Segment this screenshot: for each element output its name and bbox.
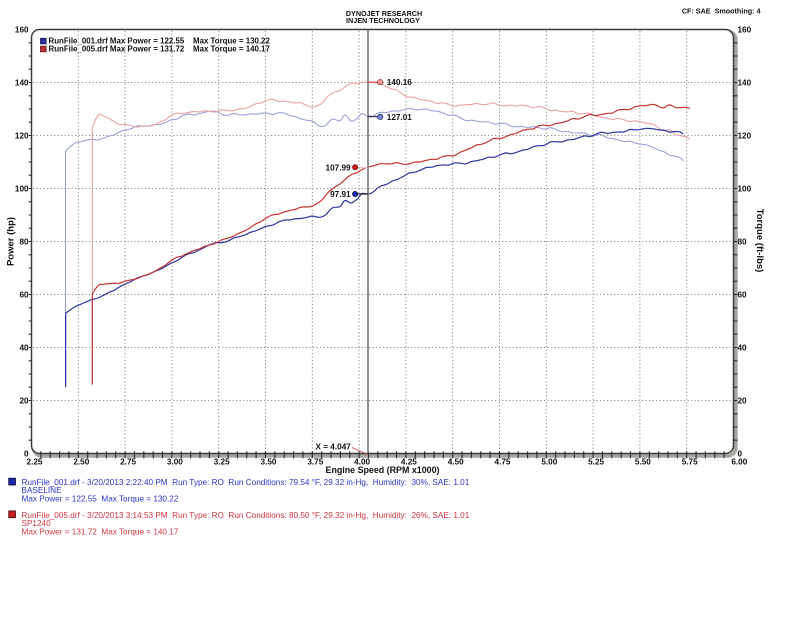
svg-text:140.16: 140.16 — [387, 78, 412, 87]
svg-text:4.00: 4.00 — [354, 458, 370, 467]
svg-text:SP1240: SP1240 — [22, 519, 52, 528]
svg-text:INJEN TECHNOLOGY: INJEN TECHNOLOGY — [346, 16, 420, 25]
svg-text:100: 100 — [738, 184, 752, 193]
svg-text:97.91: 97.91 — [330, 190, 351, 199]
svg-text:20: 20 — [738, 396, 748, 405]
svg-text:3.25: 3.25 — [214, 458, 230, 467]
svg-text:5.75: 5.75 — [682, 458, 698, 467]
svg-text:20: 20 — [19, 396, 29, 405]
svg-text:Torque (ft-lbs): Torque (ft-lbs) — [754, 209, 765, 273]
svg-text:0: 0 — [24, 449, 29, 458]
svg-text:40: 40 — [19, 343, 29, 352]
svg-text:40: 40 — [738, 343, 748, 352]
svg-text:3.00: 3.00 — [167, 458, 183, 467]
svg-text:5.50: 5.50 — [635, 458, 651, 467]
svg-text:6.00: 6.00 — [731, 458, 747, 467]
svg-text:CF: SAE Smoothing: 4: CF: SAE Smoothing: 4 — [682, 6, 761, 15]
svg-text:160: 160 — [15, 25, 29, 34]
svg-text:Max Power = 122.55 Max Torque: Max Power = 122.55 Max Torque = 130.22 — [22, 495, 179, 504]
svg-text:120: 120 — [15, 131, 29, 140]
svg-text:80: 80 — [738, 237, 748, 246]
svg-text:80: 80 — [19, 237, 29, 246]
svg-text:Power (hp): Power (hp) — [6, 217, 17, 266]
svg-text:4.50: 4.50 — [448, 458, 464, 467]
svg-text:2.75: 2.75 — [120, 458, 136, 467]
svg-text:4.75: 4.75 — [495, 458, 511, 467]
svg-text:2.50: 2.50 — [73, 458, 89, 467]
svg-text:RunFile_001.drf Max Power = 12: RunFile_001.drf Max Power = 122.55 Max T… — [49, 37, 271, 46]
svg-text:0: 0 — [738, 449, 743, 458]
svg-text:5.25: 5.25 — [588, 458, 604, 467]
svg-text:RunFile_005.drf Max Power = 13: RunFile_005.drf Max Power = 131.72 Max T… — [49, 45, 271, 54]
svg-text:BASELINE: BASELINE — [22, 486, 63, 495]
svg-text:5.00: 5.00 — [541, 458, 557, 467]
svg-text:140: 140 — [738, 78, 752, 87]
svg-text:160: 160 — [738, 25, 752, 34]
svg-text:RunFile_001.drf - 3/20/2013 2:: RunFile_001.drf - 3/20/2013 2:22:40 PM R… — [22, 478, 470, 487]
svg-text:DYNOJET RESEARCH: DYNOJET RESEARCH — [346, 9, 422, 18]
svg-text:107.99: 107.99 — [326, 163, 351, 172]
svg-text:60: 60 — [19, 290, 29, 299]
svg-text:3.50: 3.50 — [261, 458, 277, 467]
svg-text:3.75: 3.75 — [307, 458, 323, 467]
svg-text:140: 140 — [15, 78, 29, 87]
svg-text:100: 100 — [15, 184, 29, 193]
svg-text:120: 120 — [738, 131, 752, 140]
svg-text:4.25: 4.25 — [401, 458, 417, 467]
svg-text:Engine Speed (RPM x1000): Engine Speed (RPM x1000) — [326, 465, 440, 475]
svg-text:RunFile_005.drf - 3/20/2013 3:: RunFile_005.drf - 3/20/2013 3:14:53 PM R… — [22, 511, 470, 520]
svg-text:Max Power = 131.72 Max Torque: Max Power = 131.72 Max Torque = 140.17 — [22, 527, 179, 536]
svg-text:X = 4.047: X = 4.047 — [316, 443, 352, 452]
svg-text:60: 60 — [738, 290, 748, 299]
svg-text:2.25: 2.25 — [27, 458, 43, 467]
svg-text:127.01: 127.01 — [387, 113, 412, 122]
